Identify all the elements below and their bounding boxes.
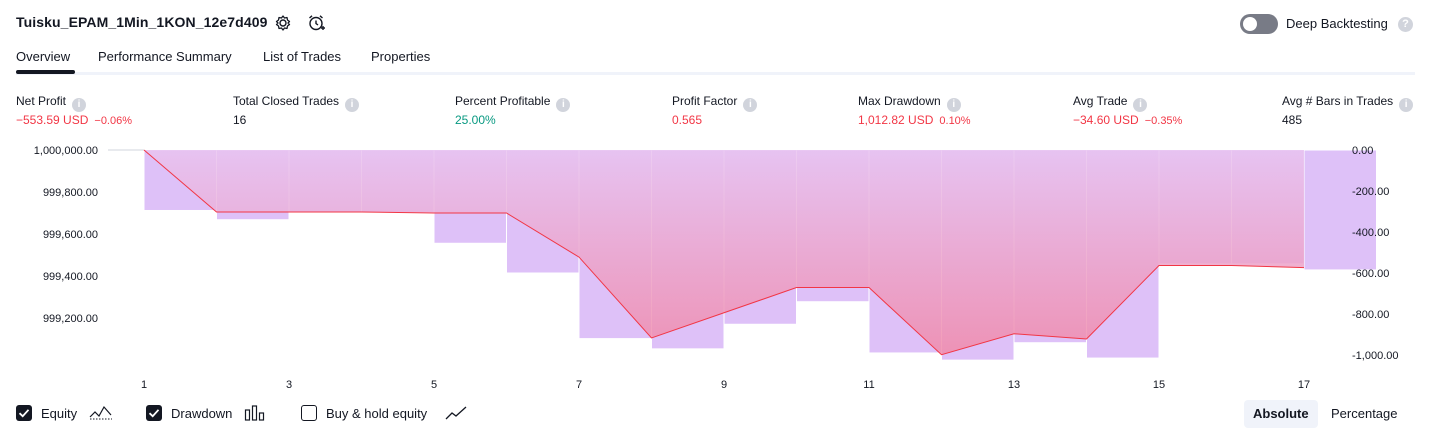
help-icon[interactable]: ? [1398,17,1413,32]
strategy-title: Tuisku_EPAM_1Min_1KON_12e7d409 [16,14,268,30]
info-icon[interactable]: i [72,98,87,112]
equity-checkbox[interactable] [16,405,32,421]
right-axis-tick-label: -600.00 [1352,268,1389,280]
add-alert-icon[interactable] [306,13,326,33]
info-icon[interactable]: i [1133,98,1148,112]
deep-backtesting-label: Deep Backtesting [1286,16,1388,31]
tab-separator [16,72,1415,75]
buy-hold-line-icon [445,404,469,427]
info-icon[interactable]: i [1399,98,1414,112]
equity-drawdown-chart: 1,000,000.00 999,800.00 999,600.00 999,400.… [34,145,1399,391]
right-axis-tick-label: -400.00 [1352,227,1389,239]
x-axis-tick-label: 7 [576,379,582,391]
info-icon[interactable]: i [743,98,758,112]
info-icon[interactable]: i [345,98,360,112]
x-axis-tick-label: 1 [141,379,147,391]
drawdown-bar [1303,149,1377,271]
equity-line [143,149,1305,356]
right-axis-tick-label: -800.00 [1352,309,1389,321]
settings-gear-icon[interactable] [273,13,293,33]
right-axis-tick-label: 0.00 [1352,145,1373,157]
drawdown-legend-label: Drawdown [171,406,233,421]
profit-factor-value: 0.565 [672,113,703,127]
max-drawdown-pct: 0.10% [939,115,971,127]
equity-area-fill [144,150,1304,355]
total-closed-trades-label: Total Closed Trades i [233,94,360,112]
x-axis-tick-label: 5 [431,379,437,391]
net-profit-value: −553.59 USD −0.06% [16,113,133,127]
x-axis-tick-label: 13 [1008,379,1020,391]
buy-hold-equity-checkbox[interactable] [301,405,317,421]
left-axis-tick-label: 999,400.00 [43,271,98,283]
drawdown-bars-icon [244,404,266,427]
info-icon[interactable]: i [556,98,571,112]
deep-backtesting-toggle[interactable] [1240,14,1278,34]
profit-factor-label: Profit Factor i [672,94,758,112]
right-axis-tick-label: -200.00 [1352,186,1389,198]
left-axis-tick-label: 999,800.00 [43,187,98,199]
left-axis-tick-label: 1,000,000.00 [34,145,98,157]
avg-trade-pct: −0.35% [1144,115,1183,127]
tab-overview[interactable]: Overview [16,49,71,64]
info-icon[interactable]: i [946,98,961,112]
toggle-knob [1243,17,1257,31]
drawdown-checkbox[interactable] [146,405,162,421]
x-axis-tick-label: 15 [1153,379,1165,391]
absolute-mode-button[interactable]: Absolute [1244,400,1318,428]
tab-list-of-trades[interactable]: List of Trades [263,49,342,64]
active-tab-indicator [16,70,75,74]
equity-legend-label: Equity [41,406,78,421]
x-axis-tick-label: 17 [1298,379,1310,391]
buy-hold-legend-label: Buy & hold equity [326,406,428,421]
x-axis-tick-label: 3 [286,379,292,391]
right-axis-tick-label: -1,000.00 [1352,350,1398,362]
max-drawdown-value: 1,012.82 USD 0.10% [858,113,971,127]
net-profit-pct: −0.06% [94,115,133,127]
avg-trade-value: −34.60 USD −0.35% [1073,113,1183,127]
left-axis-tick-label: 999,200.00 [43,313,98,325]
percentage-mode-button[interactable]: Percentage [1331,406,1398,421]
avg-trade-label: Avg Trade i [1073,94,1148,112]
x-axis-tick-label: 9 [721,379,727,391]
x-axis-tick-label: 11 [863,379,874,391]
tab-performance-summary[interactable]: Performance Summary [98,49,232,64]
percent-profitable-value: 25.00% [455,113,496,127]
avg-bars-label: Avg # Bars in Trades i [1282,94,1414,112]
percent-profitable-label: Percent Profitable i [455,94,571,112]
net-profit-label: Net Profit i [16,94,87,112]
left-axis-tick-label: 999,600.00 [43,229,98,241]
tab-properties[interactable]: Properties [371,49,431,64]
avg-bars-value: 485 [1282,113,1303,127]
total-closed-trades-value: 16 [233,113,247,127]
equity-line-icon [89,404,113,427]
max-drawdown-label: Max Drawdown i [858,94,961,112]
